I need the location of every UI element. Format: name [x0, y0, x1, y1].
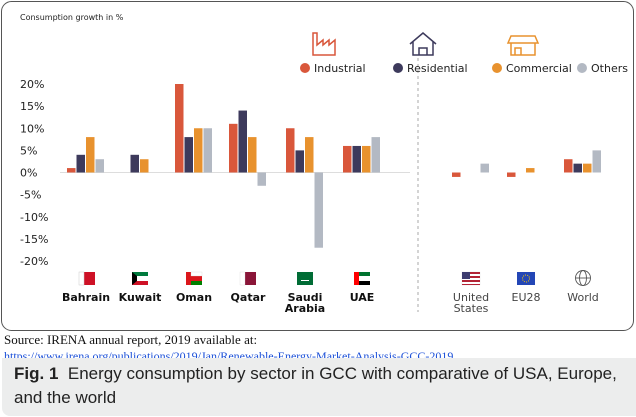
label-line: Saudi [288, 291, 323, 304]
bar [184, 137, 193, 173]
label-line: Oman [176, 291, 212, 304]
bar [86, 137, 95, 173]
y-tick-label: 20% [20, 78, 44, 91]
y-tick-label: 10% [20, 122, 44, 135]
y-tick-label: 5% [20, 144, 37, 157]
bar [371, 137, 380, 173]
y-tick-label: -15% [20, 233, 48, 246]
bar [583, 163, 592, 173]
bar [592, 150, 601, 173]
x-tick-label: Qatar [231, 291, 266, 304]
x-tick-label: EU28 [512, 291, 541, 304]
legend-label: Others [591, 62, 628, 75]
legend-swatch [300, 63, 310, 73]
chart-frame [1, 1, 634, 331]
x-tick-label: Kuwait [119, 291, 162, 304]
label-line: Kuwait [119, 291, 162, 304]
label-line: United [453, 291, 489, 304]
label-line: Arabia [285, 302, 325, 315]
bar [362, 145, 371, 173]
bar [343, 145, 352, 173]
x-tick-label: Oman [176, 291, 212, 304]
bar [573, 163, 582, 173]
bar [248, 137, 257, 173]
industrial-icon [312, 32, 336, 56]
bar [286, 128, 295, 173]
bar [526, 168, 535, 173]
figure-label: Fig. 1 [14, 364, 59, 383]
label-line: States [454, 302, 489, 315]
label-line: UAE [350, 291, 375, 304]
y-tick-label: -5% [20, 189, 41, 202]
x-tick-label: United States [453, 291, 489, 315]
caption-text: Energy consumption by sector in GCC with… [14, 364, 617, 407]
legend-label: Commercial [506, 62, 572, 75]
y-tick-label: -20% [20, 255, 48, 268]
bar [295, 150, 304, 173]
x-tick-label: World [567, 291, 599, 304]
label-line: EU28 [512, 291, 541, 304]
y-tick-label: 0% [20, 167, 37, 180]
bar [140, 159, 149, 173]
bar [507, 172, 516, 177]
residential-icon [409, 32, 437, 56]
bar [314, 172, 323, 248]
label-line: World [567, 291, 599, 304]
legend-swatch [393, 63, 403, 73]
legend-swatch [492, 63, 502, 73]
label-line: Bahrain [62, 291, 110, 304]
legend-label: Residential [407, 62, 468, 75]
bar [67, 168, 76, 173]
flags [78, 270, 591, 286]
legend-label: Industrial [314, 62, 366, 75]
bar [564, 159, 573, 173]
bar [480, 163, 489, 173]
bar [203, 128, 212, 173]
caption: Fig. 1 Energy consumption by sector in G… [2, 358, 636, 416]
bar [95, 159, 104, 173]
bar [352, 145, 361, 173]
bar [194, 128, 203, 173]
x-tick-label: UAE [350, 291, 375, 304]
source-text: Source: IRENA annual report, 2019 availa… [4, 332, 258, 347]
y-tick-label: 15% [20, 100, 44, 113]
bar [238, 110, 247, 173]
label-line: Qatar [231, 291, 266, 304]
x-tick-label: Saudi Arabia [285, 291, 325, 315]
bar [229, 123, 238, 173]
x-tick-label: Bahrain [62, 291, 110, 304]
commercial-icon [506, 35, 540, 56]
bar [452, 172, 461, 177]
legend-swatch [577, 63, 587, 73]
bar [175, 84, 184, 173]
chart: Consumption growth in % 20% 15% 10% 5% 0% -5%… [1, 1, 634, 331]
axis-label: Consumption growth in % [20, 13, 124, 22]
y-tick-label: -10% [20, 211, 48, 224]
bar [130, 154, 139, 173]
bar [76, 154, 85, 173]
bar [257, 172, 266, 186]
bar [305, 137, 314, 173]
